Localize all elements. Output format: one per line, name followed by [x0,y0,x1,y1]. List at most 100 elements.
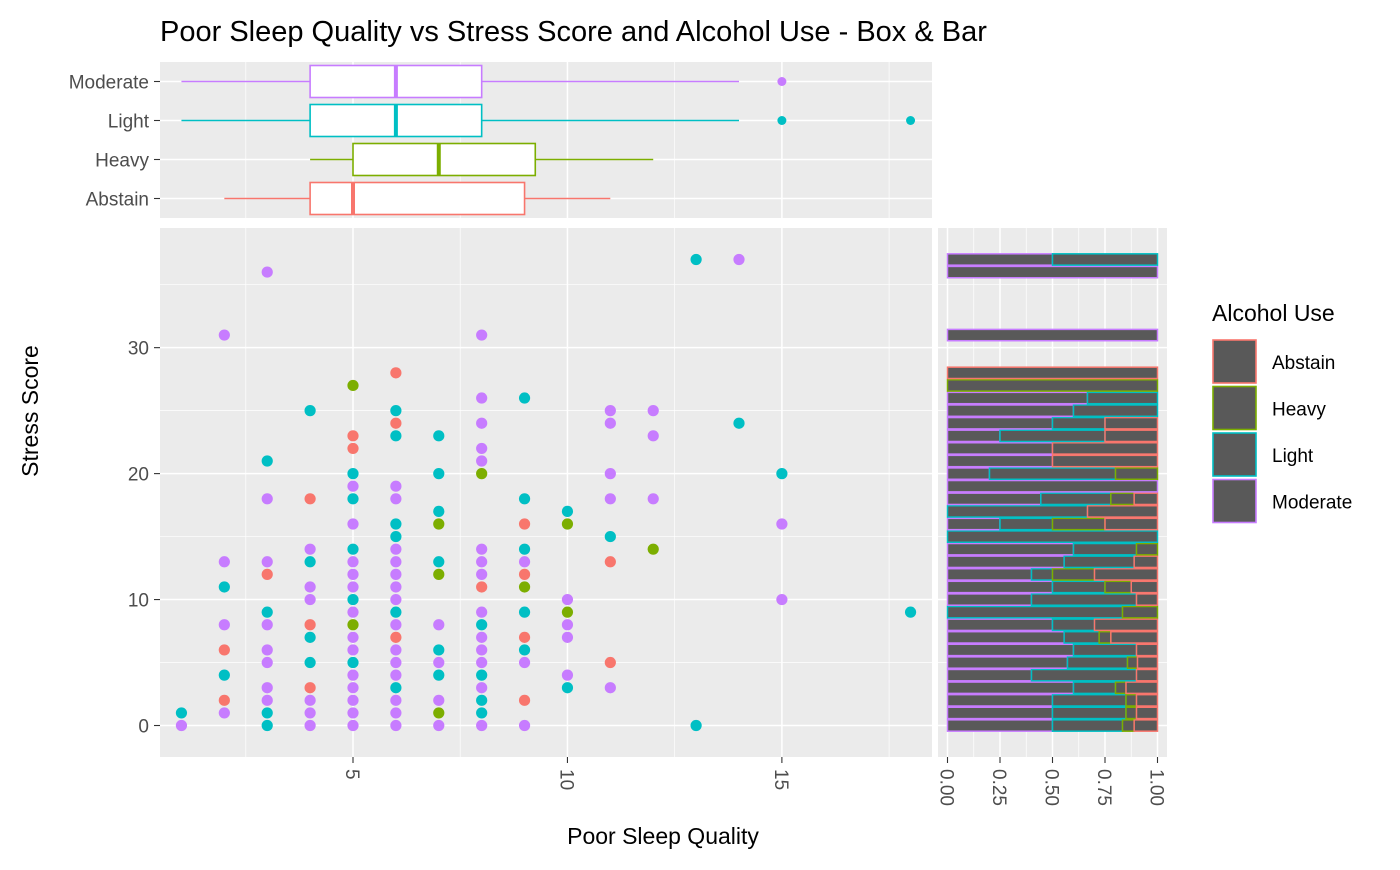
data-point-moderate [476,656,488,669]
bar-segment-moderate [946,555,1065,569]
data-point-abstain [390,417,402,429]
legend-label-heavy: Heavy [1272,400,1326,421]
data-point-moderate [518,656,531,669]
data-point-abstain [304,493,316,505]
data-point-moderate [304,719,316,732]
data-point-moderate [390,619,402,631]
data-point-moderate [347,669,359,681]
data-point-moderate [390,593,402,606]
data-point-light [433,468,445,480]
bar-segment-moderate [946,593,1033,606]
bar-segment-abstain [1135,693,1159,707]
bar-segment-light [946,504,1089,518]
data-point-moderate [390,707,402,719]
data-point-light [561,505,574,517]
y-tick-label: 30 [128,339,149,360]
data-point-moderate [390,568,402,580]
data-point-moderate [390,669,402,681]
bar-segment-moderate [946,391,1089,405]
data-point-moderate [561,631,574,643]
bar-segment-moderate [946,441,1054,455]
data-point-light [218,669,230,681]
data-point-moderate [390,656,402,669]
data-point-light [390,430,402,442]
data-point-moderate [390,556,402,568]
box-outlier [906,116,916,125]
data-point-moderate [347,518,359,530]
bar-segment-heavy [1104,580,1132,594]
bar-segment-moderate [946,643,1075,657]
bar-segment-heavy [1051,567,1096,581]
data-point-moderate [347,694,359,706]
data-point-moderate [261,694,273,706]
bar-segment-light [1051,416,1106,430]
data-point-abstain [518,518,531,530]
data-point-abstain [218,644,230,656]
bar-segment-abstain [946,366,1159,380]
data-point-moderate [476,417,488,429]
data-point-moderate [604,493,616,505]
data-point-moderate [261,656,273,669]
data-point-abstain [261,568,273,580]
data-point-moderate [390,644,402,656]
bar-segment-light [999,517,1054,531]
bar-segment-abstain [1133,719,1159,732]
data-point-heavy [476,468,488,480]
bar-segment-moderate [946,467,991,481]
bar-segment-heavy [1121,719,1135,732]
data-point-moderate [261,619,273,631]
data-point-heavy [561,518,574,530]
x-tick-label: 5 [341,769,362,780]
data-point-moderate [476,329,488,341]
bar-segment-light [999,429,1106,443]
data-point-light [433,556,445,568]
data-point-light [518,644,531,656]
data-point-moderate [347,631,359,643]
legend: Alcohol Use Abstain Heavy Light Moderate [1212,300,1352,524]
bar-segment-moderate [946,693,1054,707]
data-point-moderate [390,543,402,555]
bar-segment-light [1072,681,1117,695]
data-point-moderate [518,556,531,568]
bar-segment-moderate [946,668,1033,682]
bar-segment-moderate [946,542,1075,556]
data-point-moderate [476,606,488,618]
bar-segment-abstain [1086,504,1159,518]
bar-segment-abstain [1051,454,1159,468]
data-point-heavy [347,619,359,631]
data-point-moderate [433,656,445,669]
data-point-moderate [476,682,488,694]
bar-segment-moderate [946,580,1054,594]
data-point-moderate [347,568,359,580]
box-category-label: Light [108,112,150,133]
bar-segment-light [1051,706,1127,720]
data-point-light [433,505,445,517]
bar-segment-moderate [946,517,1001,531]
data-point-moderate [218,556,230,568]
bar-segment-heavy [1121,605,1159,619]
bar-x-tick-label: 0.75 [1093,769,1114,806]
y-axis-title: Stress Score [17,345,43,477]
data-point-light [476,707,488,719]
data-point-moderate [304,543,316,555]
data-point-light [347,656,359,669]
y-tick-label: 20 [128,465,149,486]
data-point-light [390,606,402,618]
bar-panel: 0.00 0.25 0.50 0.75 1.00 [936,228,1167,806]
box-outlier [777,116,787,125]
data-point-abstain [347,430,359,442]
data-point-light [347,543,359,555]
bar-segment-abstain [1104,429,1159,443]
x-axis-title: Poor Sleep Quality [567,823,759,849]
bar-segment-moderate [946,492,1042,506]
data-point-moderate [218,619,230,631]
data-point-moderate [561,593,574,606]
bar-segment-moderate [946,253,1054,266]
bar-x-tick-label: 0.25 [988,769,1009,806]
bar-segment-abstain [1104,416,1159,430]
data-point-light [518,493,531,505]
data-point-moderate [776,593,788,606]
data-point-light [347,493,359,505]
